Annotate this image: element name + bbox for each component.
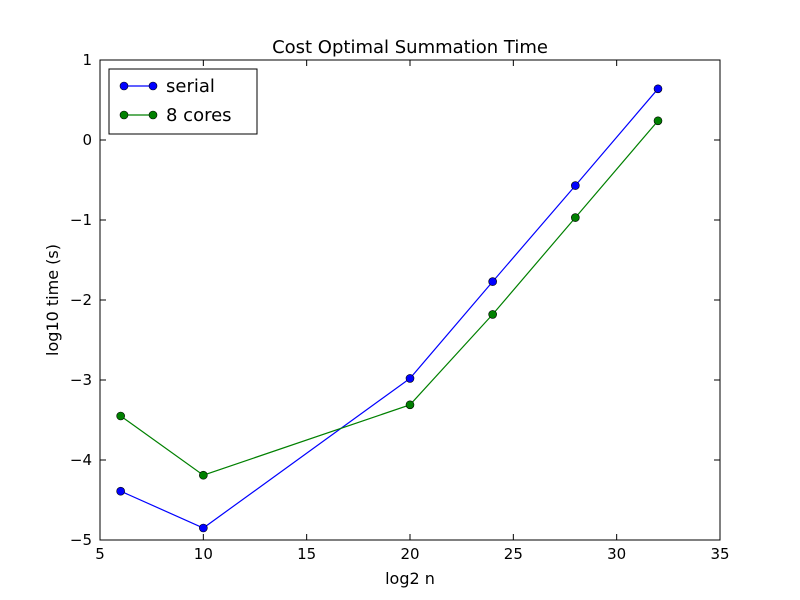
plot-area: [99, 59, 721, 541]
data-point: [116, 486, 125, 496]
data-point: [405, 400, 415, 410]
legend-marker: [119, 110, 129, 120]
data-point: [116, 411, 125, 421]
y-tick-label: −3: [70, 371, 92, 389]
data-point: [199, 523, 208, 533]
y-tick-label: −4: [70, 451, 92, 469]
legend-label: serial: [166, 76, 215, 97]
legend-marker: [148, 81, 158, 91]
series-layer: [116, 84, 663, 533]
x-tick-label: 10: [194, 545, 213, 563]
series-0: [116, 84, 663, 533]
legend-marker: [119, 81, 129, 91]
legend-box: [108, 68, 258, 135]
legend: serial 8 cores: [108, 68, 258, 135]
series-1: [116, 116, 663, 480]
y-tick-label: −1: [70, 211, 92, 229]
x-tick-label: 15: [297, 545, 316, 563]
y-axis-label: log10 time (s): [43, 244, 62, 356]
x-tick-label: 20: [400, 545, 419, 563]
data-point: [653, 84, 663, 94]
y-tick-label: −5: [70, 531, 92, 549]
data-point: [571, 213, 580, 222]
x-axis-label: log2 n: [385, 569, 435, 588]
data-point: [488, 310, 497, 319]
y-tick-label: 1: [82, 51, 92, 69]
x-tick-label: 35: [710, 545, 729, 563]
data-point: [653, 116, 663, 126]
x-tick-label: 30: [607, 545, 626, 563]
data-point: [571, 181, 580, 190]
series-line: [120, 88, 659, 529]
series-line: [120, 120, 659, 476]
data-point: [405, 374, 415, 383]
y-tick-label: −2: [70, 291, 92, 309]
legend-marker: [148, 110, 158, 120]
data-point: [199, 470, 208, 480]
x-tick-label: 25: [504, 545, 523, 563]
legend-label: 8 cores: [166, 105, 232, 126]
x-tick-label: 5: [95, 545, 105, 563]
legend-entry: serial: [119, 76, 215, 97]
data-point: [488, 277, 497, 286]
chart-title: Cost Optimal Summation Time: [272, 37, 548, 58]
y-tick-label: 0: [82, 131, 92, 149]
legend-entry: 8 cores: [119, 105, 232, 126]
